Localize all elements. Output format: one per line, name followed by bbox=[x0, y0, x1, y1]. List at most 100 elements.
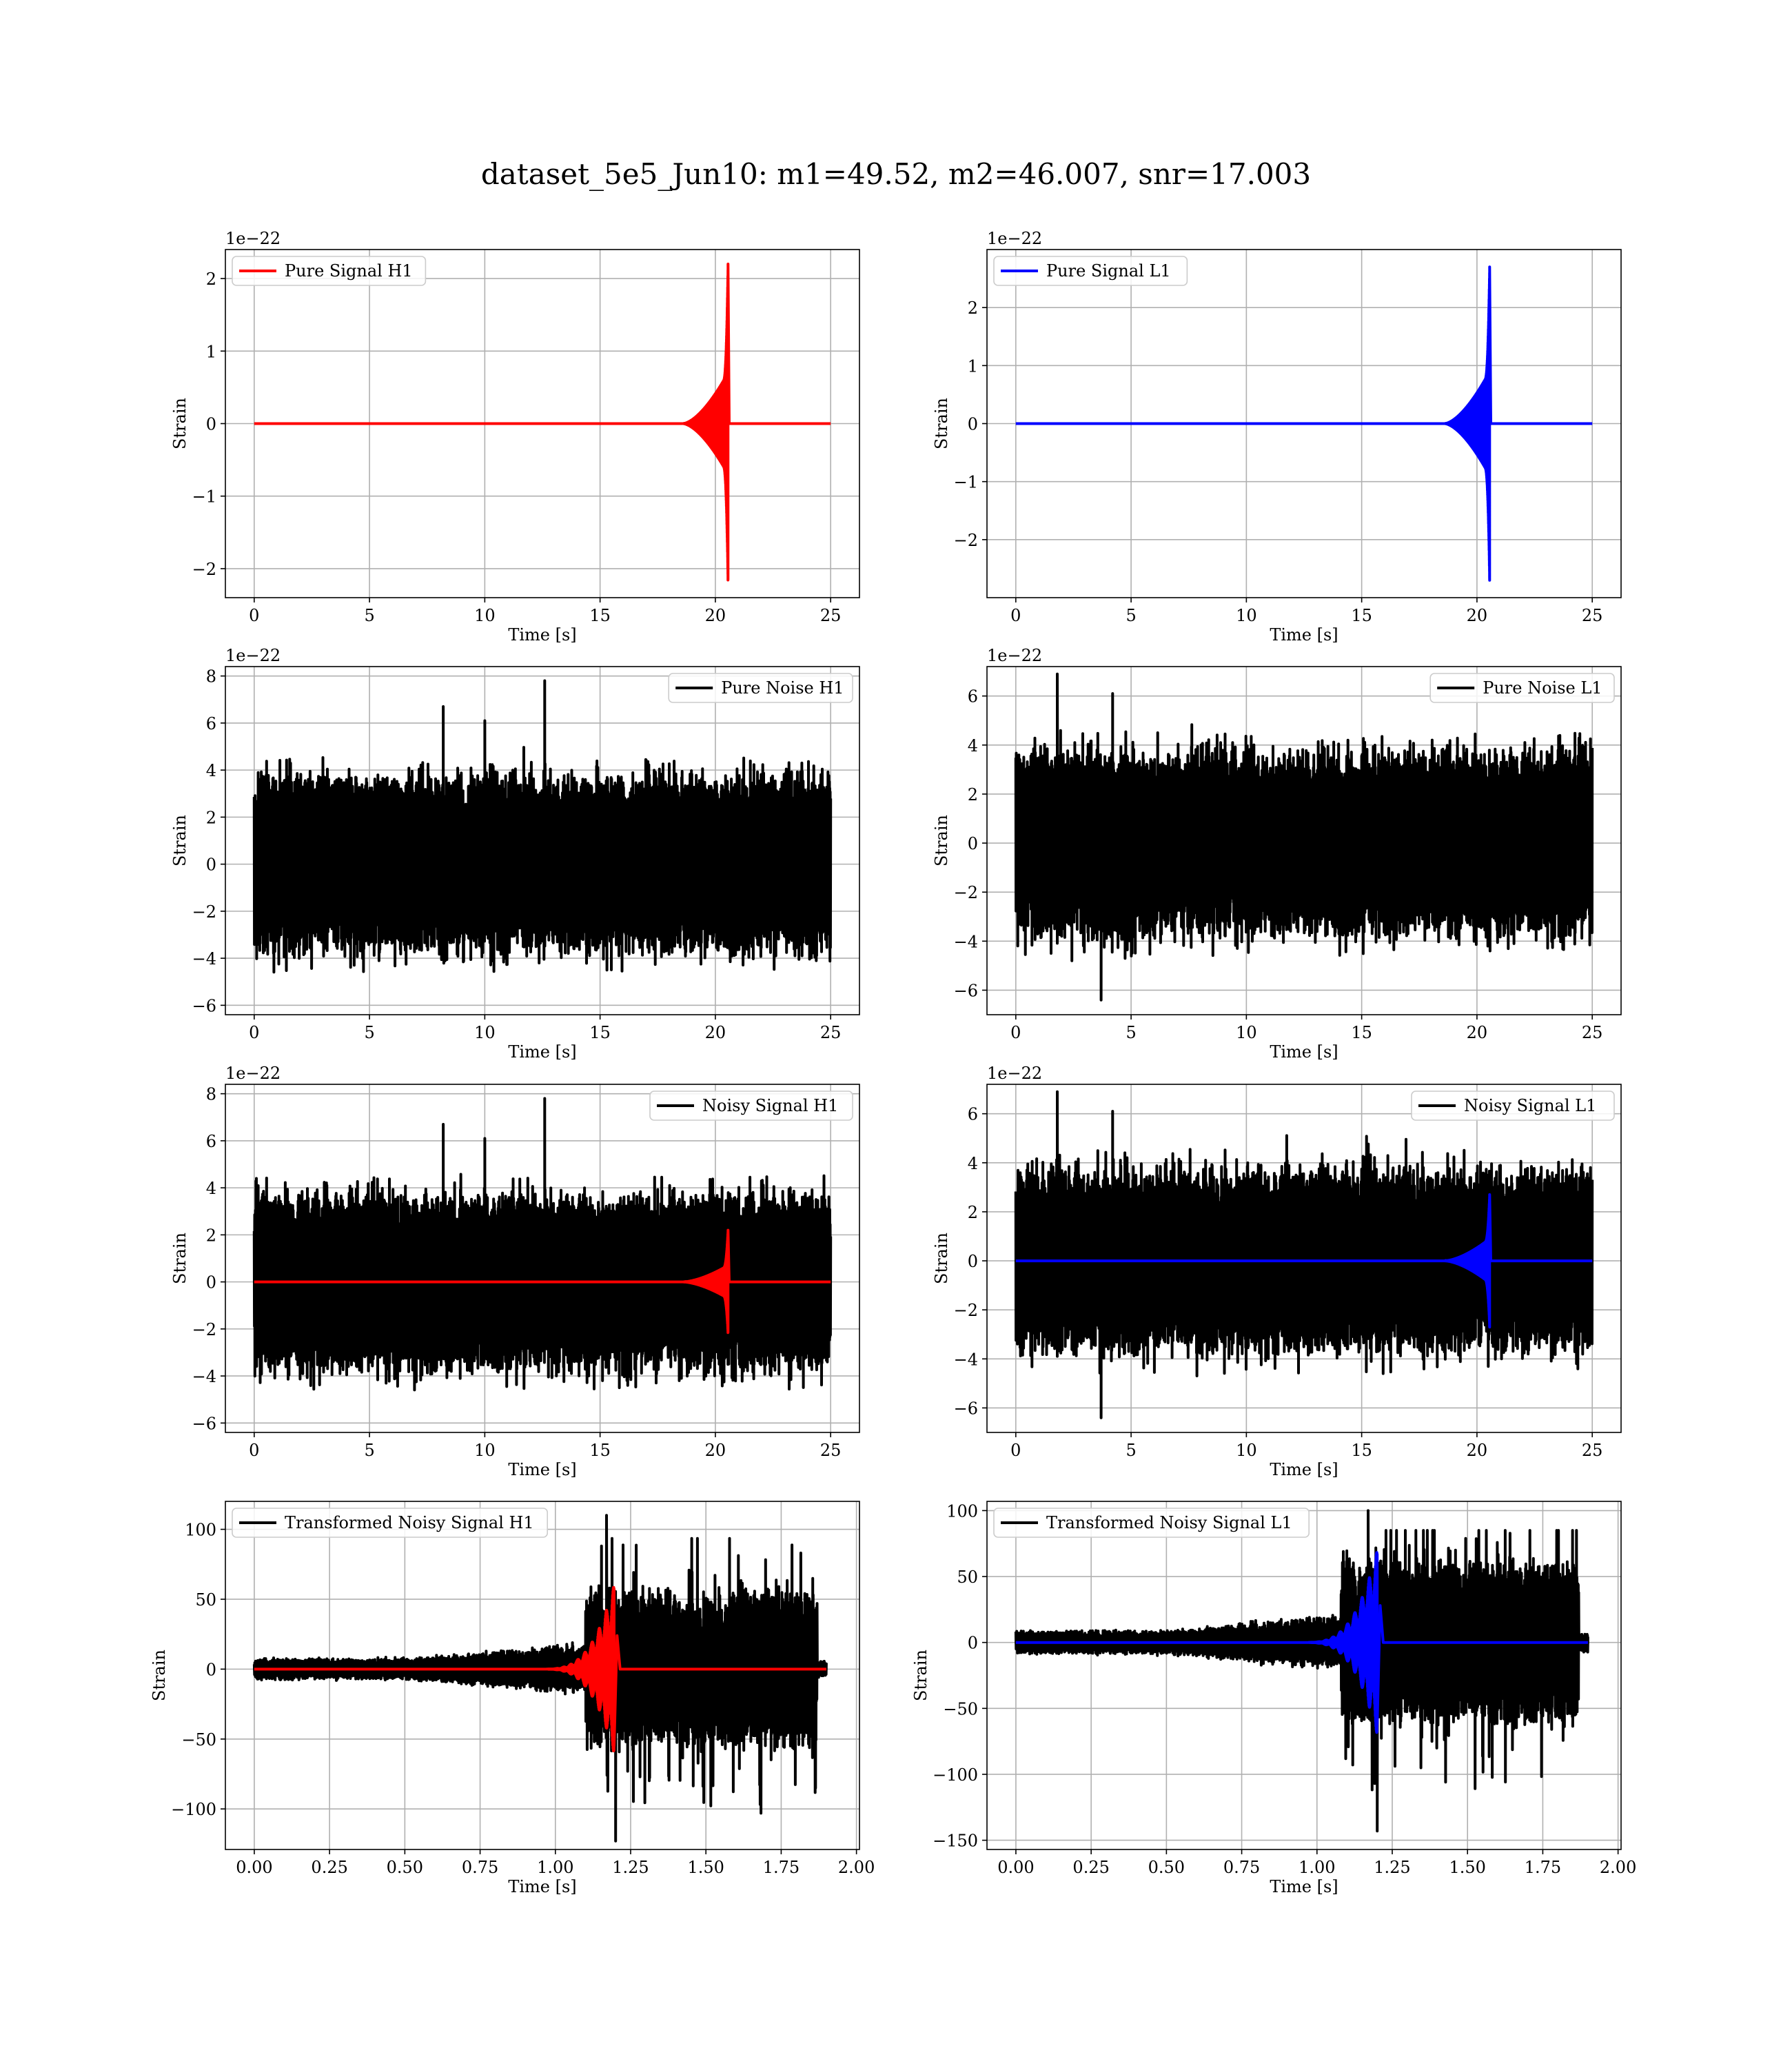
y-tick-label: 8 bbox=[206, 667, 216, 687]
plot-area bbox=[254, 263, 831, 582]
x-tick-label: 25 bbox=[1582, 606, 1603, 625]
series-line-noisy-signal-l1-overlay bbox=[1015, 1193, 1593, 1329]
series-line-noisy-signal-h1 bbox=[252, 1097, 833, 1392]
x-axis-label: Time [s] bbox=[1270, 625, 1338, 645]
chart-panel-transformed-noisy-signal-l1: 0.00 0.25 0.50 0.75 1.00 1.25 1.50 1.75 2.00 −150… bbox=[911, 1501, 1636, 1896]
x-tick-label: 10 bbox=[1236, 606, 1257, 625]
y-tick-label: 50 bbox=[195, 1590, 216, 1610]
x-tick-label: 0.25 bbox=[311, 1858, 347, 1877]
y-tick-label: 100 bbox=[946, 1501, 978, 1521]
x-tick-label: 1.00 bbox=[1299, 1858, 1335, 1877]
plot-area bbox=[252, 679, 833, 974]
y-tick-label: 2 bbox=[206, 1226, 216, 1245]
legend-box bbox=[649, 1091, 853, 1121]
y-tick-label: −2 bbox=[954, 883, 978, 902]
x-tick-label: 25 bbox=[820, 1023, 842, 1042]
y-tick-label: 6 bbox=[968, 1105, 978, 1124]
y-tick-label: −4 bbox=[954, 1350, 978, 1369]
x-tick-label: 0.00 bbox=[997, 1858, 1034, 1877]
legend-label: Transformed Noisy Signal L1 bbox=[1046, 1513, 1292, 1532]
x-tick-label: 10 bbox=[1236, 1023, 1257, 1042]
legend-box bbox=[993, 256, 1188, 286]
chart-panel-pure-signal-l1: 0 5 10 15 20 25 −2 −1 0 1 2 Time [s] Strain 1e−22Pure… bbox=[932, 229, 1622, 645]
y-axis-label: Strain bbox=[170, 815, 190, 866]
y-axis-label: Strain bbox=[170, 398, 190, 449]
y-tick-label: −100 bbox=[933, 1765, 978, 1785]
x-tick-label: 1.00 bbox=[537, 1858, 573, 1877]
y-tick-label: −100 bbox=[171, 1800, 216, 1819]
series-line-pure-noise-l1 bbox=[1014, 672, 1594, 1002]
y-tick-label: −2 bbox=[192, 1320, 216, 1339]
x-tick-label: 2.00 bbox=[1600, 1858, 1636, 1877]
legend-box bbox=[232, 256, 427, 286]
x-tick-label: 25 bbox=[820, 606, 842, 625]
x-tick-label: 15 bbox=[589, 1023, 611, 1042]
x-tick-label: 2.00 bbox=[838, 1858, 875, 1877]
x-tick-label: 5 bbox=[1126, 606, 1136, 625]
y-tick-label: 6 bbox=[206, 714, 216, 733]
legend: Noisy Signal L1 bbox=[1411, 1091, 1615, 1121]
legend: Transformed Noisy Signal H1 bbox=[232, 1508, 549, 1538]
x-tick-label: 25 bbox=[820, 1441, 842, 1460]
x-tick-label: 15 bbox=[1351, 1441, 1372, 1460]
x-tick-label: 15 bbox=[589, 606, 611, 625]
chart-panel-transformed-noisy-signal-h1: 0.00 0.25 0.50 0.75 1.00 1.25 1.50 1.75 2.00 −100… bbox=[150, 1501, 875, 1896]
x-tick-label: 1.25 bbox=[612, 1858, 649, 1877]
plot-area bbox=[1015, 265, 1593, 582]
series-line-noisy-signal-h1-overlay bbox=[254, 1228, 831, 1335]
x-tick-label: 1.75 bbox=[763, 1858, 800, 1877]
legend-label: Pure Signal H1 bbox=[285, 261, 413, 281]
legend-label: Pure Noise H1 bbox=[721, 678, 844, 698]
series-line-pure-noise-h1 bbox=[252, 679, 833, 974]
y-tick-label: −150 bbox=[933, 1832, 978, 1851]
series-line-noisy-signal-l1 bbox=[1014, 1090, 1594, 1419]
y-tick-label: 4 bbox=[206, 1179, 216, 1198]
y-tick-label: −2 bbox=[192, 560, 216, 579]
x-tick-label: 1.25 bbox=[1374, 1858, 1410, 1877]
x-tick-label: 5 bbox=[364, 606, 374, 625]
plot-area bbox=[252, 1514, 828, 1843]
y-tick-label: 0 bbox=[206, 415, 216, 434]
y-axis-label: Strain bbox=[150, 1650, 169, 1701]
y-tick-label: 0 bbox=[206, 855, 216, 875]
legend-label: Noisy Signal L1 bbox=[1464, 1096, 1596, 1115]
x-tick-label: 0.00 bbox=[236, 1858, 272, 1877]
y-axis-label: Strain bbox=[932, 815, 951, 866]
y-tick-label: −2 bbox=[954, 1301, 978, 1320]
x-tick-label: 15 bbox=[589, 1441, 611, 1460]
x-axis-label: Time [s] bbox=[1270, 1877, 1338, 1896]
x-tick-label: 0 bbox=[1010, 1441, 1021, 1460]
y-tick-label: −4 bbox=[954, 932, 978, 951]
x-tick-label: 0 bbox=[1010, 606, 1021, 625]
x-tick-label: 10 bbox=[1236, 1441, 1257, 1460]
y-axis-label: Strain bbox=[932, 1233, 951, 1284]
chart-panel-pure-signal-h1: 0 5 10 15 20 25 −2 −1 0 1 2 Time [s] Strain 1e−22Pure… bbox=[170, 229, 860, 645]
offset-text: 1e−22 bbox=[225, 646, 281, 665]
legend: Pure Noise L1 bbox=[1429, 673, 1615, 703]
x-tick-label: 25 bbox=[1582, 1441, 1603, 1460]
y-tick-label: 2 bbox=[968, 298, 978, 318]
y-tick-label: 2 bbox=[968, 1203, 978, 1222]
x-tick-label: 10 bbox=[474, 1023, 496, 1042]
y-axis-label: Strain bbox=[932, 398, 951, 449]
y-tick-label: 0 bbox=[968, 834, 978, 853]
x-tick-label: 20 bbox=[1467, 1023, 1488, 1042]
series-line-pure-signal-h1 bbox=[254, 263, 831, 582]
legend: Noisy Signal H1 bbox=[649, 1091, 853, 1121]
series-line-transformed-noisy-signal-l1-overlay bbox=[1015, 1551, 1588, 1734]
x-tick-label: 25 bbox=[1582, 1023, 1603, 1042]
legend: Pure Signal H1 bbox=[232, 256, 427, 286]
y-tick-label: 0 bbox=[206, 1273, 216, 1292]
x-tick-label: 20 bbox=[1467, 1441, 1488, 1460]
legend-label: Pure Signal L1 bbox=[1046, 261, 1171, 281]
y-tick-label: 4 bbox=[968, 1154, 978, 1173]
x-tick-label: 15 bbox=[1351, 1023, 1372, 1042]
y-tick-label: 0 bbox=[968, 1252, 978, 1271]
y-tick-label: 2 bbox=[206, 808, 216, 827]
plot-area bbox=[1014, 1509, 1589, 1833]
offset-text: 1e−22 bbox=[987, 229, 1042, 248]
x-axis-label: Time [s] bbox=[508, 1042, 576, 1062]
x-tick-label: 5 bbox=[364, 1441, 374, 1460]
y-axis-label: Strain bbox=[911, 1650, 930, 1701]
x-tick-label: 20 bbox=[705, 1441, 726, 1460]
